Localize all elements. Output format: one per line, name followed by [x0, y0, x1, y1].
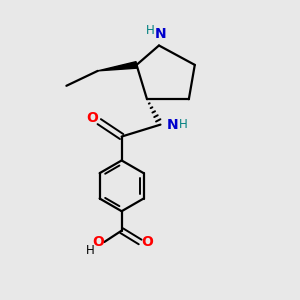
Text: H: H — [146, 23, 155, 37]
Text: O: O — [141, 235, 153, 249]
Text: O: O — [92, 235, 104, 249]
Text: H: H — [85, 244, 94, 257]
Polygon shape — [98, 61, 137, 71]
Text: N: N — [167, 118, 178, 132]
Text: N: N — [154, 27, 166, 41]
Text: H: H — [179, 118, 188, 131]
Text: O: O — [87, 111, 99, 125]
